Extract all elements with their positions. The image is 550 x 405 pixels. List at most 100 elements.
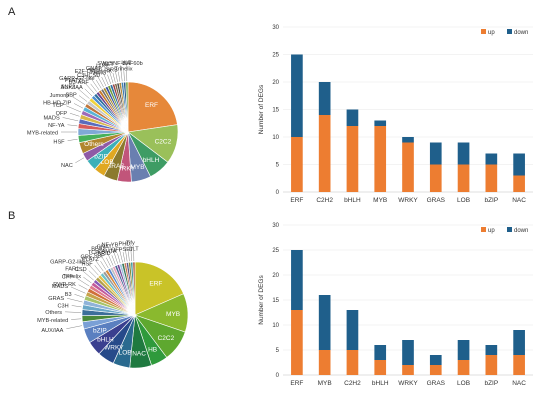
bar-up-bhlh [374, 360, 387, 375]
y-tick-label: 15 [272, 108, 279, 114]
pie-leader-set [114, 66, 118, 83]
y-tick-label: 10 [272, 135, 279, 141]
pie-leader-csd [101, 76, 107, 87]
x-tick-label-bhlh: bHLH [344, 197, 361, 204]
y-tick-label: 25 [272, 248, 279, 254]
bar-down-nac [513, 153, 525, 176]
pie-label-wrky: WRKY [116, 165, 136, 172]
pie-label-csd: CSD [88, 73, 100, 79]
pie-leader-garp-g2-like [95, 79, 102, 89]
pie-leader-bes1 [106, 250, 114, 266]
pie-label-gnat: GNAT [86, 66, 102, 72]
x-tick-label-c2h2: C2H2 [316, 197, 333, 204]
bar-up-c2h2 [346, 350, 359, 375]
pie-label-c3h: C3H [57, 304, 68, 310]
bar-down-bhlh [346, 109, 359, 126]
pie-label-lug: LUG [96, 64, 108, 70]
bar-up-wrky [402, 142, 414, 192]
pie-label-swi-snf-baf60b: SWI/SNF-BAF60b [97, 61, 142, 67]
y-axis-label: Number of DEGs [258, 84, 265, 134]
pie-leader-nac [75, 157, 85, 164]
y-tick-label: 30 [272, 223, 279, 229]
pie-leader-ofp [122, 252, 126, 262]
x-tick-label-myb: MYB [373, 197, 387, 204]
pie-label-rwp-rk: RWP-RK [90, 69, 113, 75]
pie-leader-garp-g2-like [87, 263, 99, 276]
pie-label-bhlh: bHLH [97, 337, 114, 344]
pie-label-phd: PHD [118, 241, 130, 247]
pie-leader-myb-related [71, 318, 82, 320]
bar-chart-b: 0 5 10 15 20 25 30 Number of DEGs ERF MYB C2H2 bHLH… [258, 223, 533, 387]
bar-down-myb [318, 295, 331, 350]
pie-leader-mads [62, 117, 79, 122]
pie-label-c3h: C3H [77, 73, 88, 79]
pie-label-cpp: CPP [62, 275, 74, 281]
pie-label-nac: NAC [61, 163, 73, 169]
pie-label-ofp: OFP [111, 248, 123, 254]
pie-label-platz: PLATZ [65, 78, 83, 84]
bar-up-bzip [485, 164, 498, 192]
pie-leader-mads [70, 286, 86, 294]
pie-label-set: SET [123, 247, 134, 253]
bar-up-bzip [485, 355, 498, 375]
pie-leader-b3-arf [90, 83, 97, 92]
x-tick-label-nac: NAC [512, 197, 526, 204]
pie-leader-hb-hd-zip [73, 103, 84, 109]
bar-up-c2h2 [318, 115, 331, 192]
pie-leader-trihelix [123, 71, 125, 82]
pie-label-b3-arf: B3-ARF [69, 80, 89, 86]
pie-leader-jumonji [71, 95, 86, 105]
pie-leader-b3 [74, 294, 84, 298]
pie-label-arid: ARID [97, 251, 110, 257]
x-tick-label-c2h2: C2H2 [344, 380, 361, 387]
y-tick-label: 0 [276, 190, 280, 196]
pie-label-csd: CSD [75, 267, 87, 273]
bar-up-lob [457, 164, 470, 192]
pie-leader-grf [93, 258, 104, 272]
y-tick-label: 15 [272, 298, 279, 304]
legend-swatch-up [481, 29, 486, 34]
legend-label-down: down [514, 228, 528, 234]
pie-leader-c3h [71, 305, 82, 308]
pie-label-c2c2: C2C2 [155, 138, 172, 145]
pie-leader-nf-yb [118, 246, 123, 263]
x-tick-label-erf: ERF [290, 197, 303, 204]
legend-swatch-down [507, 227, 512, 232]
bar-down-bzip [485, 345, 498, 355]
pie-label-rwp-rk: RWP-RK [53, 282, 76, 288]
pie-label-myb: MYB [166, 311, 180, 318]
pie-label-wrky: WRKY [104, 344, 124, 351]
pie-leader-trihelix [83, 276, 92, 284]
pie-leader-cpp [75, 277, 90, 287]
pie-label-hmg: HMG [93, 70, 106, 76]
x-tick-label-wrky: WRKY [398, 197, 418, 204]
bar-down-lob [457, 340, 470, 360]
legend-swatch-down [507, 29, 512, 34]
x-tick-label-bzip: bZIP [484, 380, 498, 387]
pie-label-far1: FAR1 [65, 267, 79, 273]
bar-down-lob [457, 142, 470, 165]
pie-label-srs: SRS [106, 67, 118, 73]
bar-down-bzip [485, 153, 498, 165]
bar-up-myb [318, 350, 331, 375]
pie-label-set: SET [103, 62, 114, 68]
pie-label-nf-yb: NF-YB [102, 242, 119, 248]
pie-leader-hsf [67, 138, 78, 141]
bar-up-nac [513, 355, 525, 375]
pie-leader-c3h [89, 76, 100, 91]
legend-label-up: up [488, 228, 495, 234]
pie-leader-phd [124, 245, 128, 262]
pie-leader-rwp-rk [112, 72, 116, 83]
pie-leader-others [65, 311, 82, 313]
pie-label-lob: LOB [119, 349, 132, 356]
pie-leader-aux-iaa [84, 88, 93, 97]
x-tick-label-gras: GRAS [427, 380, 446, 387]
pie-leader-sbp [78, 95, 88, 102]
pie-leader-nf-ya [67, 124, 78, 127]
pie-label-tcp: TCP [88, 250, 99, 256]
pie-leader-snf2 [77, 87, 90, 99]
panel-b-label: B [8, 210, 16, 222]
y-tick-label: 5 [276, 163, 280, 169]
